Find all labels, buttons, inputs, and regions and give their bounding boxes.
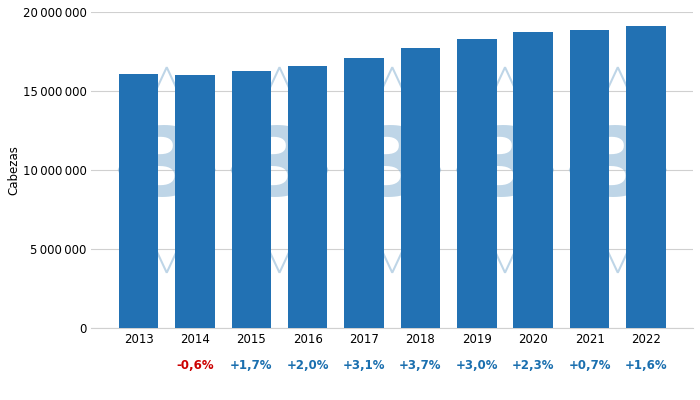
Bar [457, 39, 496, 328]
Bar [400, 48, 440, 328]
Text: +2,3%: +2,3% [512, 358, 554, 372]
Bar [119, 74, 158, 328]
Y-axis label: Cabezas: Cabezas [7, 145, 20, 195]
Text: 3: 3 [585, 124, 651, 216]
Text: +1,6%: +1,6% [624, 358, 667, 372]
Text: +3,0%: +3,0% [456, 358, 498, 372]
Text: 3: 3 [134, 124, 199, 216]
Bar [514, 32, 553, 328]
Bar [175, 75, 215, 328]
Bar [232, 71, 271, 328]
Bar [288, 66, 328, 328]
Text: +3,7%: +3,7% [399, 358, 442, 372]
Text: 3: 3 [359, 124, 425, 216]
Bar [626, 26, 666, 328]
Bar [344, 58, 384, 328]
Text: +0,7%: +0,7% [568, 358, 611, 372]
Bar [570, 30, 609, 328]
Text: 3: 3 [472, 124, 538, 216]
Text: +2,0%: +2,0% [286, 358, 329, 372]
Text: +1,7%: +1,7% [230, 358, 272, 372]
Text: -0,6%: -0,6% [176, 358, 214, 372]
Text: 3: 3 [246, 124, 312, 216]
Text: +3,1%: +3,1% [343, 358, 385, 372]
